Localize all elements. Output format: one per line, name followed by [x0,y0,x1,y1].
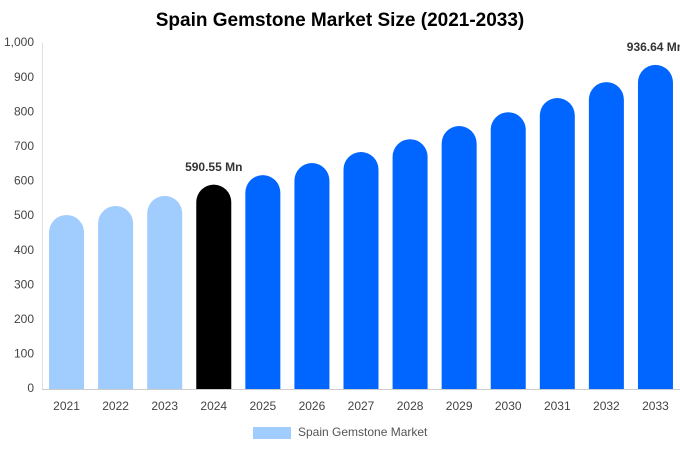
y-tick-label: 0 [27,381,34,395]
data-label: 590.55 Mn [185,160,242,174]
y-tick-label: 200 [14,312,34,326]
x-tick-label: 2030 [495,399,522,413]
y-tick-label: 100 [14,347,34,361]
legend-label: Spain Gemstone Market [298,425,428,439]
bar [392,139,428,389]
x-tick-label: 2027 [348,399,375,413]
y-tick-label: 500 [14,208,34,222]
y-tick-label: 700 [14,139,34,153]
x-tick-label: 2025 [249,399,276,413]
bar [98,205,134,389]
bar [539,98,575,389]
x-tick-label: 2026 [299,399,326,413]
x-tick-label: 2033 [642,399,669,413]
bar [49,214,85,389]
bar [343,151,379,389]
x-tick-label: 2031 [544,399,571,413]
bar [245,175,281,389]
bar [147,195,183,389]
bar [637,64,673,390]
y-tick-label: 300 [14,277,34,291]
x-tick-label: 2032 [593,399,620,413]
y-tick-label: 600 [14,174,34,188]
bar [294,163,330,389]
x-tick-label: 2029 [446,399,473,413]
bar [588,82,624,390]
x-tick-label: 2022 [102,399,129,413]
y-tick-label: 1,000 [4,35,34,49]
legend-swatch [253,427,291,439]
x-tick-label: 2024 [200,399,227,413]
x-tick-label: 2021 [53,399,80,413]
bar [196,184,232,389]
x-tick-label: 2023 [151,399,178,413]
bar [490,112,526,389]
y-tick-label: 400 [14,243,34,257]
bar [441,126,477,389]
y-tick-label: 800 [14,104,34,118]
y-tick-label: 900 [14,70,34,84]
data-label: 936.64 Mn [627,40,680,54]
chart-title: Spain Gemstone Market Size (2021-2033) [156,10,525,31]
x-tick-label: 2028 [397,399,424,413]
